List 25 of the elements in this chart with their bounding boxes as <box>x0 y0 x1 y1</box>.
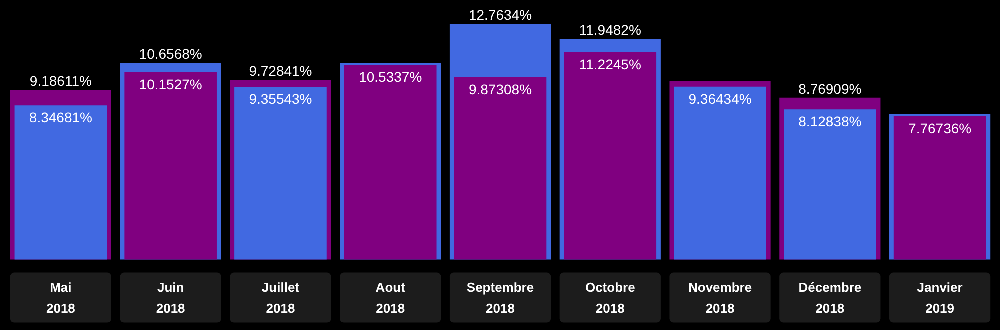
data-label: 11.9482% <box>579 22 642 38</box>
data-label: 7.76736% <box>908 120 972 136</box>
bar <box>454 77 547 260</box>
data-label: 10.5337% <box>359 69 422 86</box>
x-tick-label: Janvier 2019 <box>917 280 963 316</box>
data-label: 11.2245% <box>579 56 642 72</box>
data-label: 10.6568% <box>139 46 202 62</box>
x-tick-label: Novembre 2018 <box>688 280 752 316</box>
x-tick-label: Aout 2018 <box>376 280 406 316</box>
data-label: 9.35543% <box>249 91 312 108</box>
data-label: 10.1527% <box>139 76 202 92</box>
x-tick-label: Mai 2018 <box>46 280 76 316</box>
data-label: 9.72841% <box>249 63 312 80</box>
data-label: 12.7634% <box>468 7 532 24</box>
data-label: 9.18611% <box>30 73 92 90</box>
data-label: 8.12838% <box>798 114 862 130</box>
data-label: 8.76909% <box>798 80 862 97</box>
data-label: 9.36434% <box>688 90 752 107</box>
x-tick-label: Décembre 2018 <box>798 280 862 316</box>
x-tick-label: Juin 2018 <box>156 280 186 316</box>
x-tick-label: Octobre 2018 <box>585 280 636 316</box>
x-tick-label: Septembre 2018 <box>466 280 534 316</box>
x-tick-label: Juillet 2018 <box>262 280 300 316</box>
data-label: 9.87308% <box>468 81 532 98</box>
data-label: 8.34681% <box>29 110 92 126</box>
